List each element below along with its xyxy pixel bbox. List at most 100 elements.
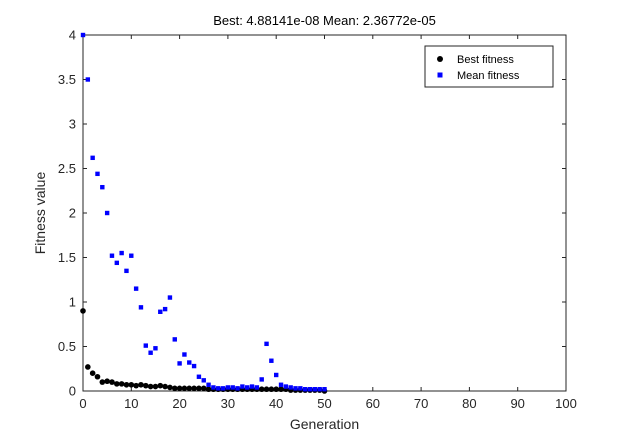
mean-fitness-point — [177, 361, 182, 366]
y-tick-label: 3.5 — [58, 72, 76, 87]
mean-fitness-point — [167, 295, 173, 300]
mean-fitness-point — [109, 253, 115, 258]
mean-fitness-point — [148, 350, 153, 355]
mean-fitness-point — [225, 385, 231, 390]
mean-fitness-point — [269, 358, 274, 363]
mean-fitness-point — [254, 385, 260, 390]
legend-label-best-fitness: Best fitness — [457, 54, 514, 66]
plot-area — [82, 34, 567, 392]
best-fitness-point — [118, 381, 125, 387]
best-fitness-point — [191, 385, 197, 392]
mean-fitness-point — [114, 260, 120, 266]
mean-fitness-point — [216, 386, 221, 391]
y-tick-label: 2 — [69, 206, 76, 221]
best-fitness-point — [99, 379, 106, 385]
y-tick-label: 2.5 — [58, 161, 76, 176]
data-marks — [80, 32, 328, 394]
mean-fitness-point — [283, 384, 289, 389]
mean-fitness-point — [264, 341, 269, 347]
best-fitness-point — [200, 385, 207, 392]
legend-label-mean-fitness: Mean fitness — [457, 70, 520, 82]
mean-fitness-point — [288, 385, 293, 390]
best-fitness-point — [273, 386, 280, 393]
mean-fitness-point — [307, 387, 313, 392]
best-fitness-point — [162, 383, 168, 390]
x-tick-label: 70 — [414, 396, 428, 411]
mean-fitness-point — [235, 386, 240, 391]
x-tick-label: 60 — [366, 396, 380, 411]
mean-fitness-point — [259, 377, 264, 382]
mean-fitness-point — [245, 385, 250, 390]
best-fitness-point — [142, 382, 149, 389]
best-fitness-point — [133, 382, 139, 389]
best-fitness-point — [196, 385, 202, 392]
best-fitness-point — [128, 381, 135, 388]
y-tick-label: 0.5 — [58, 339, 76, 354]
best-fitness-point — [167, 384, 173, 391]
x-tick-label: 100 — [555, 396, 577, 411]
mean-fitness-point — [85, 77, 91, 82]
best-fitness-point — [104, 378, 110, 385]
legend-marker-best-fitness — [437, 56, 443, 62]
axis-ticks: 0 10 20 30 40 50 60 70 80 90 100 0 0.5 1 1.5 2 2.5 3 3.5 4 — [58, 28, 577, 412]
x-tick-label: 90 — [510, 396, 524, 411]
best-fitness-point — [89, 370, 96, 377]
mean-fitness-point — [90, 155, 95, 161]
mean-fitness-point — [298, 386, 303, 391]
mean-fitness-point — [158, 309, 163, 314]
best-fitness-point — [171, 385, 178, 392]
x-tick-label: 20 — [172, 396, 186, 411]
best-fitness-point — [268, 386, 275, 393]
best-fitness-point — [157, 382, 164, 389]
best-fitness-point — [176, 385, 183, 392]
mean-fitness-point — [230, 385, 235, 390]
x-axis-label: Generation — [290, 416, 359, 432]
best-fitness-point — [152, 383, 159, 390]
mean-fitness-point — [220, 386, 226, 391]
best-fitness-point — [138, 381, 144, 388]
legend: Best fitness Mean fitness — [424, 45, 554, 88]
best-fitness-point — [263, 386, 270, 393]
y-tick-label: 3 — [69, 117, 76, 132]
mean-fitness-point — [162, 306, 168, 312]
mean-fitness-point — [317, 387, 322, 392]
best-fitness-point — [94, 373, 101, 380]
best-fitness-point — [258, 386, 265, 393]
x-tick-label: 30 — [221, 396, 235, 411]
legend-box — [424, 45, 554, 88]
x-tick-label: 50 — [317, 396, 331, 411]
mean-fitness-point — [312, 387, 318, 392]
y-tick-label: 0 — [69, 384, 76, 399]
y-axis-label: Fitness value — [32, 172, 48, 255]
mean-fitness-point — [124, 268, 129, 274]
x-tick-label: 0 — [79, 396, 86, 411]
mean-fitness-point — [80, 32, 86, 38]
mean-fitness-point — [119, 250, 124, 256]
legend-marker-mean-fitness — [437, 72, 443, 78]
x-tick-label: 10 — [124, 396, 138, 411]
mean-fitness-point — [278, 382, 284, 387]
mean-fitness-point — [191, 363, 197, 369]
mean-fitness-point — [196, 374, 202, 379]
mean-fitness-point — [201, 378, 206, 383]
mean-fitness-point — [187, 360, 192, 365]
mean-fitness-point — [302, 387, 308, 392]
mean-fitness-point — [293, 386, 298, 391]
mean-fitness-point — [104, 210, 110, 216]
best-fitness-point — [186, 385, 193, 392]
mean-fitness-point — [143, 343, 148, 348]
chart-title: Best: 4.88141e-08 Mean: 2.36772e-05 — [213, 13, 436, 28]
mean-fitness-point — [211, 385, 216, 390]
mean-fitness-point — [133, 286, 139, 291]
y-tick-label: 1.5 — [58, 250, 76, 265]
best-fitness-point — [278, 386, 284, 393]
mean-fitness-point — [206, 382, 211, 387]
mean-fitness-point — [129, 253, 134, 258]
mean-fitness-point — [95, 171, 100, 177]
mean-fitness-point — [172, 337, 177, 342]
best-fitness-point — [147, 383, 154, 390]
best-fitness-point — [205, 386, 212, 393]
best-fitness-point — [109, 379, 115, 385]
